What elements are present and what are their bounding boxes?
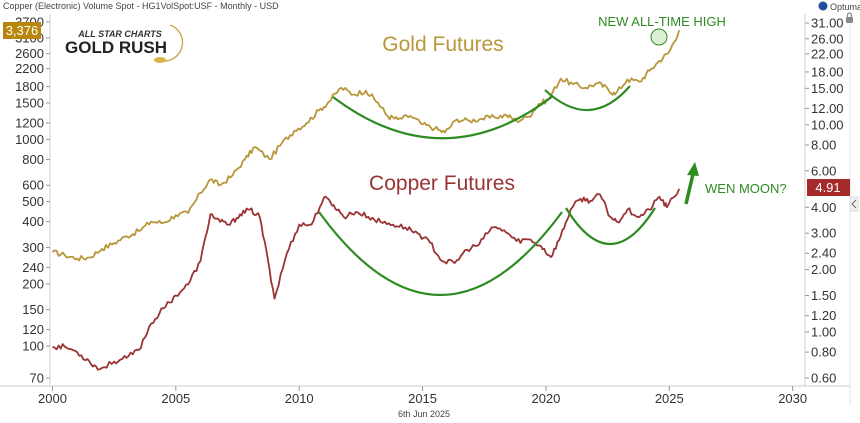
left-tick-label: 70 <box>30 371 44 386</box>
x-tick-label: 2000 <box>38 391 67 406</box>
left-tick-label: 1200 <box>15 116 44 131</box>
copper-price-value: 4.91 <box>815 180 840 195</box>
copper-series-label: Copper Futures <box>369 172 515 195</box>
left-tick-label: 240 <box>22 260 44 275</box>
copper-recent-arc <box>565 207 656 246</box>
gold-recent-arc <box>544 85 631 112</box>
x-tick-label: 2015 <box>408 391 437 406</box>
left-tick-label: 120 <box>22 322 44 337</box>
gold-price-badge: 3,376 <box>3 22 41 39</box>
x-tick-label: 2005 <box>161 391 190 406</box>
date-stamp: 6th Jun 2025 <box>398 409 450 419</box>
copper-price-badge: 4.91 <box>807 179 850 196</box>
left-tick-label: 500 <box>22 194 44 209</box>
right-tick-label: 1.50 <box>811 288 836 303</box>
right-tick-label: 6.00 <box>811 163 836 178</box>
left-tick-label: 1800 <box>15 79 44 94</box>
instrument-title: Copper (Electronic) Volume Spot - HG1Vol… <box>3 1 279 11</box>
left-tick-label: 400 <box>22 214 44 229</box>
right-tick-label: 10.00 <box>811 117 844 132</box>
right-tick-label: 31.00 <box>811 16 844 31</box>
optuma-icon <box>818 1 828 11</box>
optuma-logo: Optuma <box>818 1 860 12</box>
right-tick-label: 2.00 <box>811 262 836 277</box>
left-tick-label: 1500 <box>15 96 44 111</box>
lock-icon[interactable] <box>846 12 853 23</box>
left-tick-label: 150 <box>22 302 44 317</box>
right-tick-label: 15.00 <box>811 81 844 96</box>
x-axis: 2000 2005 2010 2015 2020 2025 2030 <box>38 386 807 406</box>
right-tick-label: 0.80 <box>811 345 836 360</box>
gold-nugget-icon <box>154 57 166 63</box>
x-tick-label: 2030 <box>778 391 807 406</box>
left-tick-label: 2200 <box>15 61 44 76</box>
optuma-brand-text: Optuma <box>830 2 860 12</box>
x-tick-label: 2020 <box>531 391 560 406</box>
left-tick-label: 2600 <box>15 46 44 61</box>
right-tick-label: 26.00 <box>811 31 844 46</box>
right-tick-label: 1.00 <box>811 325 836 340</box>
left-tick-label: 200 <box>22 276 44 291</box>
right-tick-label: 18.00 <box>811 64 844 79</box>
left-tick-label: 300 <box>22 240 44 255</box>
up-arrow-icon <box>684 162 699 205</box>
right-tick-label: 22.00 <box>811 46 844 61</box>
gold-rush-logo: ALL STAR CHARTS GOLD RUSH <box>65 24 184 63</box>
right-tick-label: 3.00 <box>811 226 836 241</box>
copper-series-line <box>52 188 681 371</box>
right-axis: 0.60 0.80 1.00 1.20 1.50 2.002.40 3.00 4.00 6.00… <box>805 16 844 386</box>
logo-line-1: ALL STAR CHARTS <box>77 29 162 39</box>
left-tick-label: 1000 <box>15 132 44 147</box>
ath-annotation: NEW ALL-TIME HIGH <box>598 14 726 29</box>
right-tick-label: 8.00 <box>811 137 836 152</box>
x-tick-label: 2010 <box>285 391 314 406</box>
gold-price-value: 3,376 <box>6 23 39 38</box>
right-tick-label: 0.60 <box>811 371 836 386</box>
x-tick-label: 2025 <box>655 391 684 406</box>
copper-base-arc <box>318 211 563 296</box>
moon-annotation: WEN MOON? <box>705 181 787 196</box>
gold-series-line <box>51 29 681 262</box>
left-tick-label: 800 <box>22 152 44 167</box>
gold-series-label: Gold Futures <box>382 33 503 56</box>
left-tick-label: 100 <box>22 338 44 353</box>
logo-line-2: GOLD RUSH <box>65 38 167 57</box>
right-tick-label: 2.40 <box>811 246 836 261</box>
left-tick-label: 600 <box>22 178 44 193</box>
ath-highlight-circle <box>650 28 668 46</box>
right-tick-label: 12.00 <box>811 101 844 116</box>
right-tick-label: 1.20 <box>811 308 836 323</box>
collapse-panel-icon[interactable] <box>849 196 859 212</box>
gold-base-arc <box>332 95 554 140</box>
right-tick-label: 4.00 <box>811 200 836 215</box>
